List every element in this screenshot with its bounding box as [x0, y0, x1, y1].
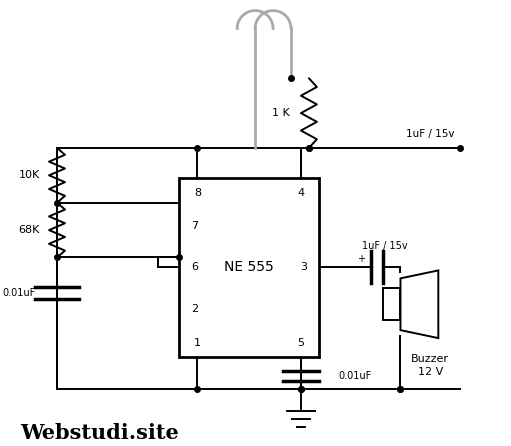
Text: 8: 8 — [194, 188, 201, 198]
Text: 0.01uF: 0.01uF — [3, 288, 36, 298]
Text: 1: 1 — [194, 338, 201, 348]
Text: Buzzer: Buzzer — [411, 354, 449, 364]
Text: 4: 4 — [297, 188, 305, 198]
Text: 1 K: 1 K — [272, 108, 290, 118]
Text: NE 555: NE 555 — [224, 260, 274, 274]
Text: 1uF / 15v: 1uF / 15v — [362, 240, 407, 251]
Text: 12 V: 12 V — [417, 367, 443, 377]
Text: 0.01uF: 0.01uF — [339, 371, 372, 381]
Text: Webstudi.site: Webstudi.site — [20, 423, 179, 443]
Text: 68K: 68K — [18, 225, 40, 235]
Bar — [179, 178, 319, 357]
Text: 5: 5 — [297, 338, 305, 348]
Bar — [383, 288, 401, 320]
Text: 2: 2 — [191, 304, 198, 314]
Text: 1uF / 15v: 1uF / 15v — [406, 129, 455, 139]
Text: 6: 6 — [191, 262, 198, 273]
Text: +: + — [357, 255, 365, 264]
Polygon shape — [401, 270, 438, 338]
Text: 7: 7 — [191, 221, 198, 231]
Text: 3: 3 — [300, 262, 308, 273]
Text: 10K: 10K — [18, 170, 40, 180]
